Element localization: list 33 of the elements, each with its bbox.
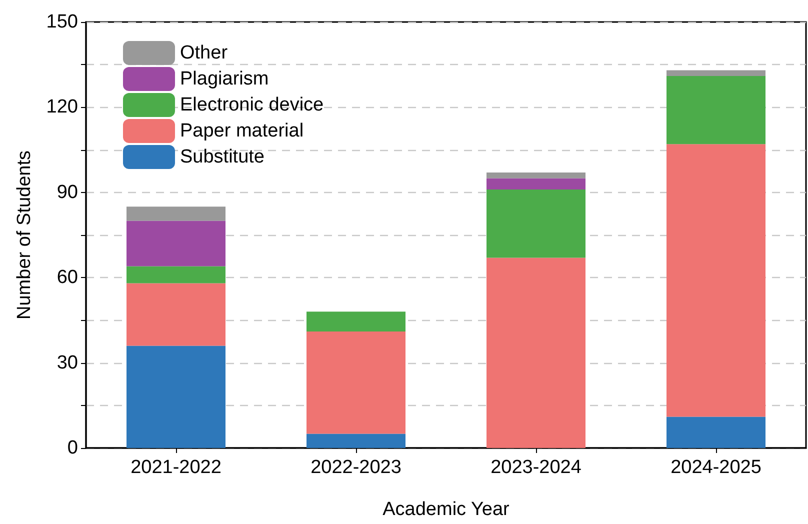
bar bbox=[486, 172, 586, 178]
bar bbox=[486, 178, 586, 190]
x-tick-label: 2022-2023 bbox=[310, 457, 402, 478]
y-tick-label: 150 bbox=[46, 12, 78, 32]
legend-label: Paper material bbox=[180, 120, 304, 142]
x-tick-label: 2024-2025 bbox=[670, 457, 762, 478]
bar bbox=[126, 206, 226, 221]
y-tick-label: 0 bbox=[67, 438, 78, 458]
y-tick-label: 30 bbox=[56, 352, 78, 374]
x-axis-title: Academic Year bbox=[382, 499, 510, 520]
x-tick-label: 2021-2022 bbox=[130, 457, 222, 478]
legend-label: Plagiarism bbox=[180, 68, 269, 90]
y-tick-label: 90 bbox=[56, 182, 78, 203]
bar bbox=[666, 144, 766, 417]
bar bbox=[126, 346, 226, 448]
bar bbox=[306, 332, 406, 434]
bar bbox=[126, 220, 226, 266]
bar bbox=[486, 258, 586, 448]
bar bbox=[486, 190, 586, 258]
bar bbox=[666, 76, 766, 144]
bar bbox=[666, 416, 766, 448]
legend-label: Other bbox=[180, 42, 228, 64]
legend-label: Substitute bbox=[180, 146, 264, 168]
bar bbox=[666, 70, 766, 76]
bar bbox=[126, 283, 226, 346]
bar bbox=[126, 266, 226, 284]
x-tick-label: 2023-2024 bbox=[490, 457, 582, 478]
legend-label: Electronic device bbox=[180, 94, 324, 116]
bar bbox=[306, 312, 406, 332]
bar bbox=[306, 434, 406, 448]
y-tick-label: 60 bbox=[56, 267, 78, 288]
y-axis-title: Number of Students bbox=[14, 150, 35, 320]
y-tick-label: 120 bbox=[46, 96, 78, 118]
